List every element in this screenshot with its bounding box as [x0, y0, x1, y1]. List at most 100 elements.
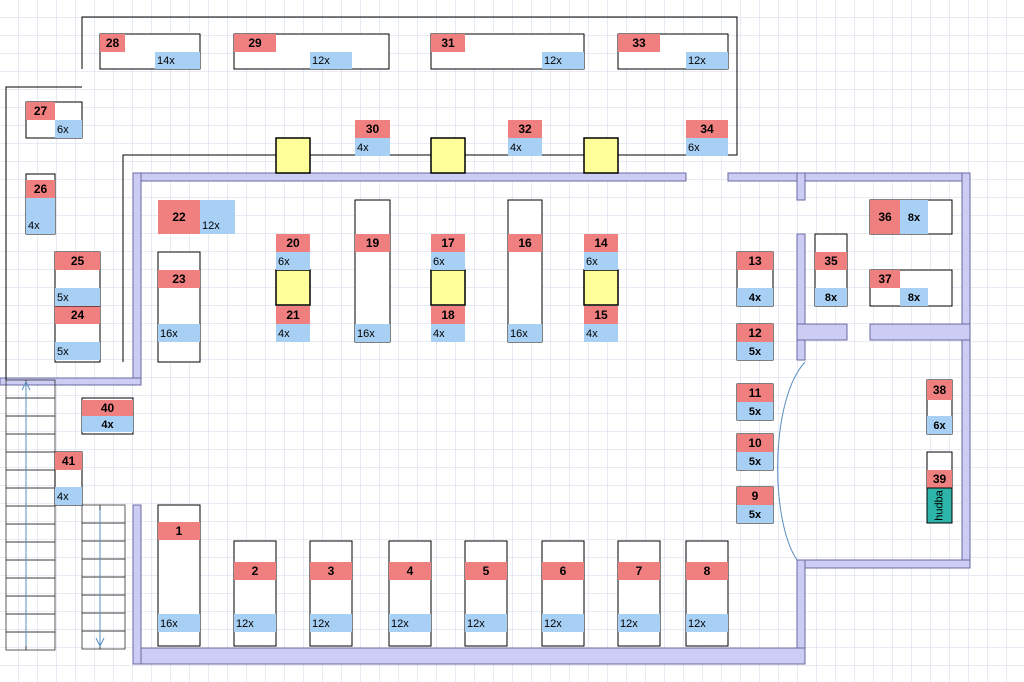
unit-number: 30 — [366, 122, 380, 136]
count-tag — [55, 342, 100, 360]
number-tag — [100, 34, 125, 52]
unit-number: 29 — [248, 36, 262, 50]
count-label: 12x — [236, 618, 254, 630]
count-label: 6x — [433, 256, 445, 268]
number-tag — [431, 234, 465, 252]
count-tag — [276, 324, 310, 342]
unit-number: 15 — [594, 308, 608, 322]
count-tag — [618, 614, 660, 632]
number-tag — [389, 562, 431, 580]
number-tag — [815, 252, 847, 270]
count-tag — [815, 288, 847, 306]
unit-number: 32 — [518, 122, 532, 136]
count-label: 6x — [586, 256, 598, 268]
number-tag — [26, 180, 55, 198]
count-tag — [584, 324, 618, 342]
count-label: 12x — [391, 618, 409, 630]
number-tag — [737, 434, 773, 452]
unit-number: 40 — [101, 401, 115, 415]
count-tag — [686, 138, 728, 156]
number-tag — [234, 34, 276, 52]
unit-number: 12 — [748, 326, 762, 340]
count-label: 12x — [688, 55, 706, 67]
count-label: 4x — [101, 419, 114, 431]
unit-number: 41 — [62, 454, 76, 468]
count-tag — [155, 52, 200, 69]
count-tag — [431, 252, 465, 270]
number-tag — [82, 400, 133, 416]
number-tag — [158, 270, 200, 288]
count-tag — [158, 614, 200, 632]
count-tag — [584, 252, 618, 270]
number-tag — [686, 120, 728, 138]
unit-number: 34 — [700, 122, 714, 136]
unit-number: 37 — [878, 272, 892, 286]
unit-number: 25 — [71, 254, 85, 268]
count-tag — [355, 138, 390, 156]
count-tag — [276, 252, 310, 270]
unit-number: 11 — [749, 386, 762, 400]
number-tag — [508, 120, 542, 138]
number-tag — [618, 34, 660, 52]
number-tag — [55, 452, 82, 470]
shelf — [157, 251, 201, 363]
number-tag — [870, 200, 900, 234]
pillar — [583, 269, 619, 306]
count-tag — [686, 52, 728, 69]
number-tag — [927, 470, 952, 488]
unit-number: 14 — [594, 236, 608, 250]
count-label: 4x — [278, 328, 290, 340]
number-tag — [927, 380, 952, 400]
unit-number: 9 — [752, 489, 759, 503]
shelf — [354, 199, 391, 343]
number-tag — [431, 34, 465, 52]
unit-number: 28 — [106, 36, 120, 50]
count-label: 16x — [510, 328, 528, 340]
count-tag — [927, 416, 952, 434]
count-label: 5x — [749, 509, 762, 521]
number-tag — [310, 562, 352, 580]
number-tag — [26, 102, 55, 120]
number-tag — [355, 234, 390, 252]
unit-number: 18 — [441, 308, 455, 322]
number-tag — [55, 252, 100, 270]
unit-number: 33 — [632, 36, 646, 50]
count-tag — [55, 288, 100, 306]
outlines — [5, 16, 806, 561]
unit-number: 7 — [636, 564, 643, 578]
pillar — [583, 137, 619, 174]
count-label: 4x — [433, 328, 445, 340]
count-label: 5x — [57, 292, 69, 304]
count-label: 8x — [908, 292, 921, 304]
number-tag — [686, 562, 728, 580]
count-tag — [431, 324, 465, 342]
count-label: 12x — [620, 618, 638, 630]
pillar — [430, 137, 466, 174]
count-tag — [55, 120, 82, 138]
unit-number: 5 — [483, 564, 490, 578]
unit-number: 16 — [518, 236, 532, 250]
count-label: 5x — [57, 346, 69, 358]
unit-number: 26 — [34, 182, 48, 196]
count-tag — [737, 342, 773, 360]
count-label: 12x — [312, 618, 330, 630]
count-label: 12x — [467, 618, 485, 630]
unit-number: 36 — [878, 210, 892, 224]
unit-number: 39 — [933, 472, 947, 486]
number-tag — [355, 120, 390, 138]
shelf — [507, 199, 543, 343]
count-label: 5x — [749, 456, 762, 468]
count-label: 12x — [688, 618, 706, 630]
unit-number: 1 — [176, 524, 183, 538]
count-label: 4x — [57, 491, 69, 503]
unit-number: 21 — [286, 308, 300, 322]
unit-number: 20 — [286, 236, 300, 250]
unit-number: 10 — [748, 436, 762, 450]
unit-number: 35 — [824, 254, 838, 268]
count-label: 4x — [749, 292, 762, 304]
count-tag — [542, 614, 584, 632]
unit-number: 6 — [560, 564, 567, 578]
count-label: 14x — [157, 55, 175, 67]
